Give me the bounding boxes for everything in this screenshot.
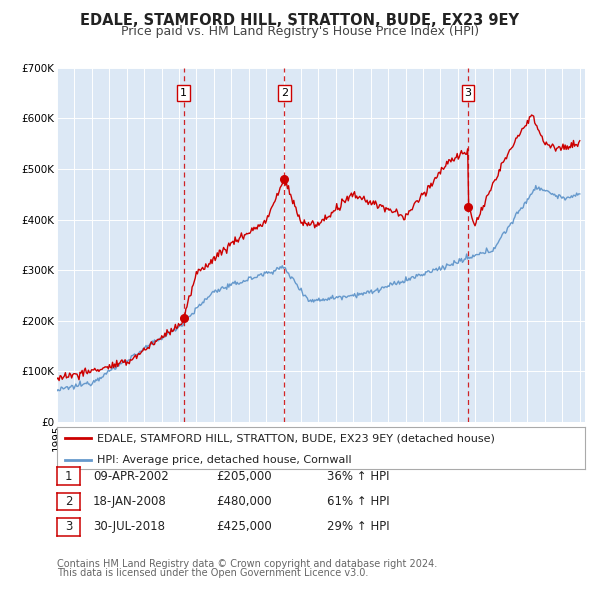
Text: 3: 3 xyxy=(464,88,472,98)
Text: £480,000: £480,000 xyxy=(216,495,272,508)
Text: 3: 3 xyxy=(65,520,72,533)
Text: 30-JUL-2018: 30-JUL-2018 xyxy=(93,520,165,533)
Text: 18-JAN-2008: 18-JAN-2008 xyxy=(93,495,167,508)
Text: £205,000: £205,000 xyxy=(216,470,272,483)
Text: EDALE, STAMFORD HILL, STRATTON, BUDE, EX23 9EY (detached house): EDALE, STAMFORD HILL, STRATTON, BUDE, EX… xyxy=(97,434,494,444)
Text: EDALE, STAMFORD HILL, STRATTON, BUDE, EX23 9EY: EDALE, STAMFORD HILL, STRATTON, BUDE, EX… xyxy=(80,13,520,28)
Text: 1: 1 xyxy=(65,470,72,483)
Text: HPI: Average price, detached house, Cornwall: HPI: Average price, detached house, Corn… xyxy=(97,455,351,465)
Text: Price paid vs. HM Land Registry's House Price Index (HPI): Price paid vs. HM Land Registry's House … xyxy=(121,25,479,38)
Text: £425,000: £425,000 xyxy=(216,520,272,533)
Text: 2: 2 xyxy=(281,88,288,98)
Text: 61% ↑ HPI: 61% ↑ HPI xyxy=(327,495,389,508)
Text: This data is licensed under the Open Government Licence v3.0.: This data is licensed under the Open Gov… xyxy=(57,569,368,578)
Text: Contains HM Land Registry data © Crown copyright and database right 2024.: Contains HM Land Registry data © Crown c… xyxy=(57,559,437,569)
Text: 1: 1 xyxy=(180,88,187,98)
Text: 09-APR-2002: 09-APR-2002 xyxy=(93,470,169,483)
Text: 2: 2 xyxy=(65,495,72,508)
Text: 29% ↑ HPI: 29% ↑ HPI xyxy=(327,520,389,533)
Text: 36% ↑ HPI: 36% ↑ HPI xyxy=(327,470,389,483)
